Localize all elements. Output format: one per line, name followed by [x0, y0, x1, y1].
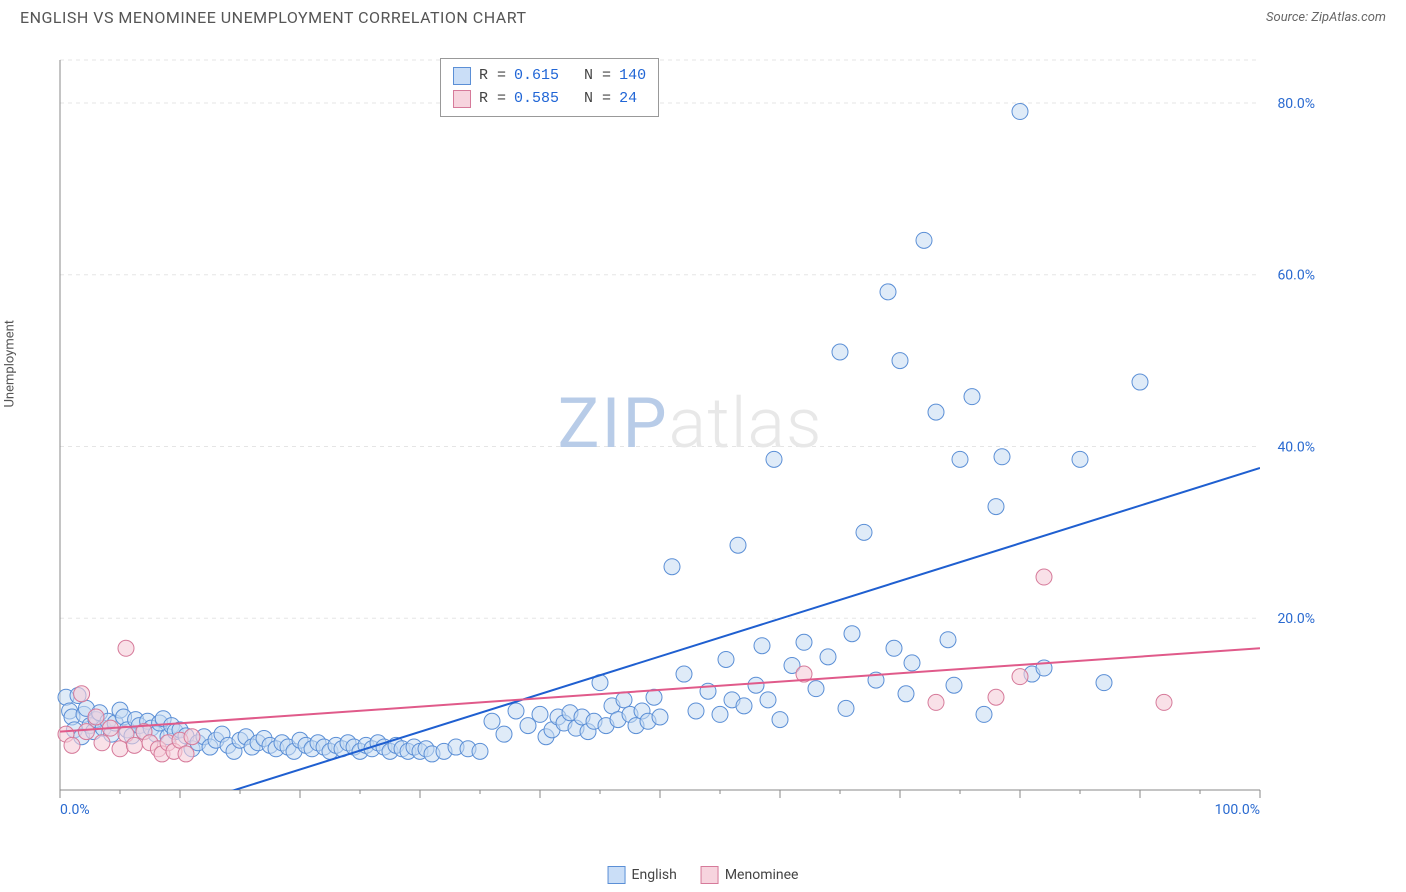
chart-container: ZIPatlas 0.0%100.0%20.0%40.0%60.0%80.0%: [50, 50, 1330, 830]
legend-item-menominee: Menominee: [701, 866, 799, 884]
chart-source: Source: ZipAtlas.com: [1266, 10, 1386, 25]
svg-text:100.0%: 100.0%: [1215, 802, 1260, 818]
svg-text:40.0%: 40.0%: [1277, 439, 1315, 455]
chart-title: ENGLISH VS MENOMINEE UNEMPLOYMENT CORREL…: [20, 8, 526, 27]
swatch-blue-icon: [608, 866, 626, 884]
svg-text:60.0%: 60.0%: [1277, 268, 1315, 284]
r-value: 0.615: [514, 65, 559, 88]
scatter-chart: 0.0% 100.0% 20.0% 40.0% 60.0% 80.0%: [50, 50, 1330, 830]
r-value: 0.585: [514, 88, 559, 111]
swatch-pink-icon: [701, 866, 719, 884]
n-label: N =: [584, 88, 611, 111]
svg-text:0.0%: 0.0%: [60, 802, 90, 818]
n-value: 140: [619, 65, 646, 88]
legend-row-english: R = 0.615 N = 140: [453, 65, 646, 88]
r-label: R =: [479, 88, 506, 111]
svg-text:20.0%: 20.0%: [1277, 611, 1315, 627]
n-value: 24: [619, 88, 637, 111]
y-axis-label: Unemployment: [3, 320, 18, 408]
legend-row-menominee: R = 0.585 N = 24: [453, 88, 646, 111]
svg-text:80.0%: 80.0%: [1277, 96, 1315, 112]
legend-label: Menominee: [725, 867, 799, 883]
correlation-legend: R = 0.615 N = 140 R = 0.585 N = 24: [440, 58, 659, 117]
n-label: N =: [584, 65, 611, 88]
r-label: R =: [479, 65, 506, 88]
series-legend: English Menominee: [608, 866, 799, 884]
swatch-blue-icon: [453, 67, 471, 85]
legend-label: English: [632, 867, 677, 883]
swatch-pink-icon: [453, 90, 471, 108]
legend-item-english: English: [608, 866, 677, 884]
